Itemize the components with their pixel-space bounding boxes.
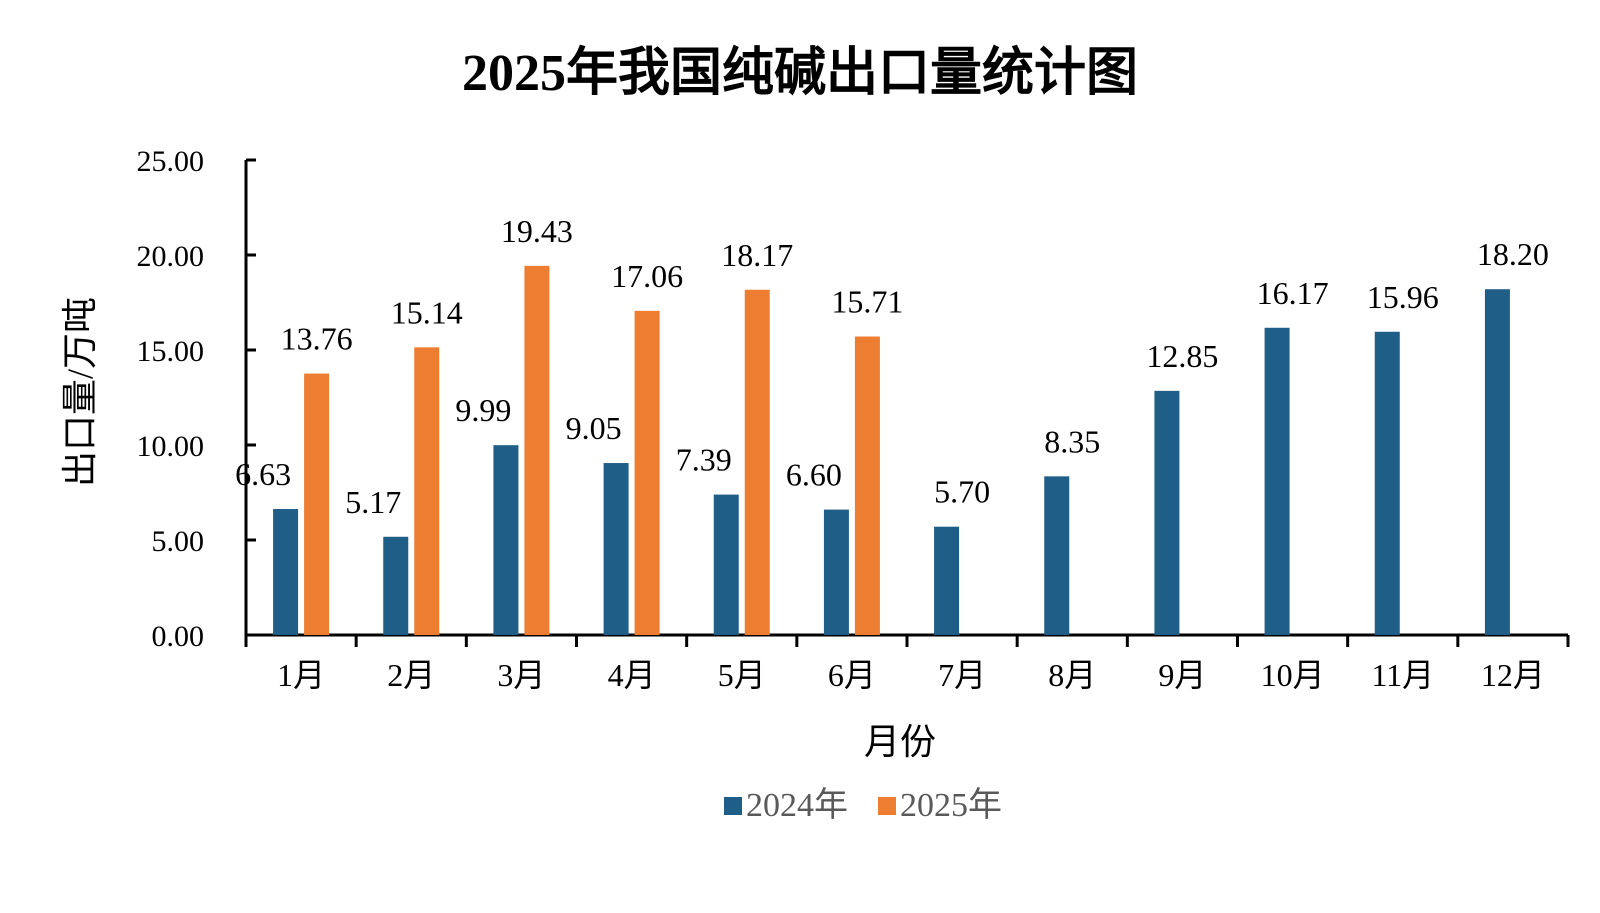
bar-2025 [304,373,330,635]
data-label: 9.99 [455,392,511,428]
bar-2024 [1044,476,1070,635]
data-label: 15.96 [1367,279,1439,315]
data-label: 16.17 [1257,275,1329,311]
bar-2025 [854,336,880,635]
bar-2025 [414,347,440,635]
data-label: 17.06 [611,258,683,294]
data-label: 19.43 [501,213,573,249]
data-label: 5.70 [934,474,990,510]
bar-2025 [524,265,550,635]
bar-2025 [634,310,660,635]
legend-swatch-2025 [878,797,896,815]
bar-2024 [1264,327,1290,635]
data-label: 13.76 [281,321,353,357]
bar-2024 [383,536,409,635]
x-tick-label: 9月 [1158,657,1206,693]
legend-label: 2025年 [900,786,1002,824]
data-label: 12.85 [1146,338,1218,374]
bar-2024 [1484,289,1510,635]
legend: 2024年 2025年 [724,786,1002,824]
bar-2024 [1374,331,1400,635]
y-tick-label: 5.00 [152,525,205,558]
x-tick-label: 7月 [938,657,986,693]
data-label: 6.63 [235,456,291,492]
bar-2024 [603,463,629,635]
bar-2025 [744,289,770,635]
x-tick-label: 4月 [608,657,656,693]
x-tick-label: 12月 [1481,657,1545,693]
plot-area: 0.00 5.00 10.00 15.00 20.00 25.00 1月 2月 3月 4月 5月 6月… [137,145,1570,693]
x-tick-label: 6月 [828,657,876,693]
x-tick-label: 2月 [387,657,435,693]
data-label: 18.17 [721,237,793,273]
data-label: 9.05 [566,410,622,446]
bar-2024 [273,509,299,635]
y-tick-label: 15.00 [137,335,205,368]
legend-label: 2024年 [746,786,848,824]
data-label: 18.20 [1477,236,1549,272]
y-tick-label: 0.00 [152,620,205,653]
x-tick-label: 3月 [497,657,545,693]
data-label: 6.60 [786,457,842,493]
bar-2024 [713,494,739,635]
data-label: 15.14 [391,294,463,330]
x-tick-label: 8月 [1048,657,1096,693]
y-axis-title: 出口量/万吨 [60,297,100,487]
bar-2024 [823,509,849,635]
legend-swatch-2024 [724,797,742,815]
x-tick-label: 1月 [277,657,325,693]
bar-2024 [934,526,960,635]
chart-title: 2025年我国纯碱出口量统计图 [462,44,1138,102]
data-label: 8.35 [1044,423,1100,459]
x-tick-label: 5月 [718,657,766,693]
bar-2024 [1154,390,1180,635]
y-tick-label: 10.00 [137,430,205,463]
x-tick-label: 10月 [1261,657,1325,693]
y-tick-label: 20.00 [137,240,205,273]
data-label: 15.71 [831,284,903,320]
bar-2024 [493,445,519,635]
data-label: 7.39 [676,442,732,478]
y-tick-label: 25.00 [137,145,205,178]
data-label: 5.17 [345,484,401,520]
x-axis-title: 月份 [864,722,936,762]
x-tick-label: 11月 [1371,657,1434,693]
